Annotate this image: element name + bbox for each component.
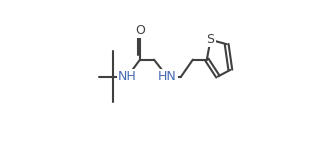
Text: HN: HN: [158, 70, 177, 83]
Text: S: S: [207, 33, 215, 46]
Text: O: O: [135, 24, 145, 37]
Text: NH: NH: [118, 70, 137, 83]
